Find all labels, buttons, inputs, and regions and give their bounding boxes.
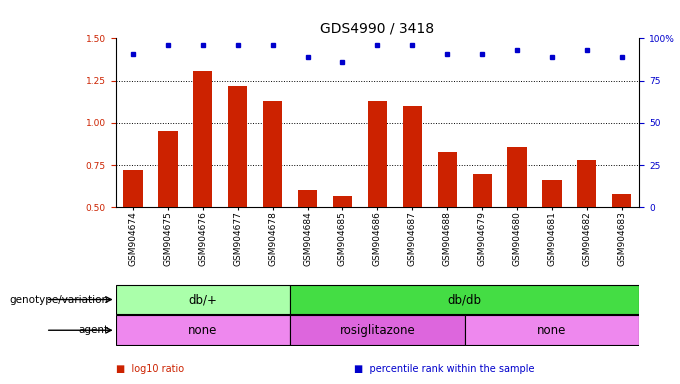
Text: ■  log10 ratio: ■ log10 ratio [116,364,184,374]
Bar [298,190,317,207]
Bar [333,195,352,207]
Bar [263,101,282,207]
Text: none: none [537,324,566,337]
Bar [507,147,526,207]
Text: db/+: db/+ [188,293,218,306]
Bar [124,170,143,207]
Bar [193,71,212,207]
Bar [473,174,492,207]
Bar [368,101,387,207]
Bar [543,180,562,207]
Bar [116,316,290,345]
Bar [464,316,639,345]
Text: agent: agent [79,325,109,335]
Bar [290,316,464,345]
Text: none: none [188,324,218,337]
Bar [228,86,248,207]
Bar [116,285,290,314]
Text: rosiglitazone: rosiglitazone [339,324,415,337]
Bar [403,106,422,207]
Bar [158,131,177,207]
Title: GDS4990 / 3418: GDS4990 / 3418 [320,22,435,36]
Text: ■  percentile rank within the sample: ■ percentile rank within the sample [354,364,534,374]
Bar [438,152,457,207]
Bar [612,194,631,207]
Text: genotype/variation: genotype/variation [10,295,109,305]
Bar [577,160,596,207]
Text: db/db: db/db [447,293,481,306]
Bar [290,285,639,314]
